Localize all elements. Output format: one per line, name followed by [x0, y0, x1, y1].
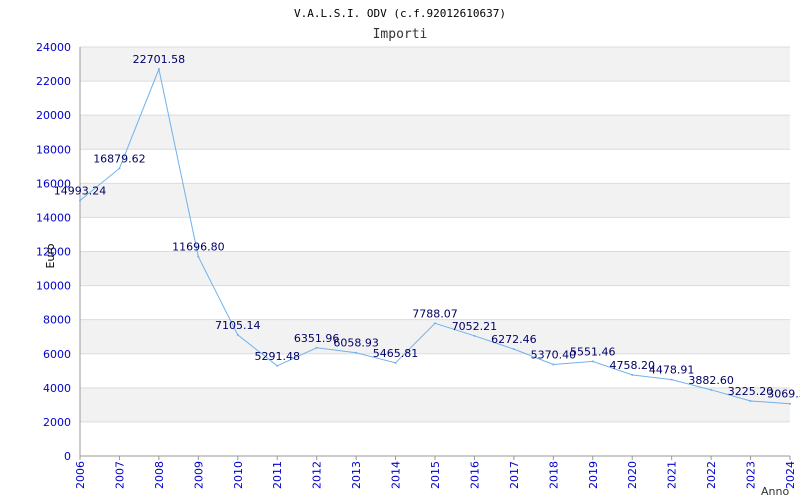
- y-tick-label: 8000: [43, 314, 71, 327]
- data-label: 14993.24: [54, 184, 107, 197]
- grid-band: [80, 251, 790, 286]
- x-tick-label: 2011: [271, 461, 284, 489]
- x-axis-ticks: 2006 2007 2008 2009 2010 2011 2012 2013 2014 2015…: [74, 456, 797, 489]
- data-point: [355, 351, 358, 354]
- x-tick-label: 2008: [153, 461, 166, 489]
- y-tick-label: 18000: [36, 143, 71, 156]
- data-label: 3882.60: [688, 374, 734, 387]
- chart-subtitle: Importi: [373, 27, 428, 42]
- data-point: [512, 348, 515, 351]
- data-label: 5370.40: [531, 348, 577, 361]
- x-tick-label: 2015: [429, 461, 442, 489]
- grid-bands: [80, 47, 790, 422]
- data-label: 6058.93: [333, 337, 379, 350]
- data-point: [591, 360, 594, 363]
- data-point: [197, 255, 200, 258]
- data-label: 3225.20: [728, 385, 774, 398]
- data-point: [315, 346, 318, 349]
- data-point: [631, 373, 634, 376]
- grid-band: [80, 115, 790, 150]
- y-tick-label: 12000: [36, 246, 71, 259]
- grid-band: [80, 387, 790, 422]
- y-tick-label: 16000: [36, 177, 71, 190]
- data-label: 4478.91: [649, 364, 695, 377]
- y-tick-label: 0: [64, 450, 71, 463]
- x-tick-label: 2012: [311, 461, 324, 489]
- x-tick-label: 2009: [192, 461, 205, 489]
- x-tick-label: 2018: [547, 461, 560, 489]
- x-tick-label: 2010: [232, 461, 245, 489]
- y-axis-label: Euro: [44, 243, 57, 268]
- x-tick-label: 2020: [626, 461, 639, 489]
- data-point: [157, 68, 160, 71]
- grid-band: [80, 319, 790, 354]
- data-point: [276, 364, 279, 367]
- data-point: [473, 334, 476, 337]
- x-tick-label: 2016: [468, 461, 481, 489]
- data-label: 11696.80: [172, 241, 225, 254]
- x-tick-label: 2021: [666, 461, 679, 489]
- data-label: 6351.96: [294, 332, 340, 345]
- data-point: [434, 322, 436, 325]
- x-tick-label: 2006: [74, 461, 87, 489]
- data-point: [394, 361, 397, 364]
- data-point: [236, 333, 239, 336]
- data-point: [79, 199, 81, 202]
- data-label: 3069.31: [767, 388, 800, 401]
- data-label: 7105.14: [215, 319, 261, 332]
- data-point: [710, 388, 713, 391]
- series-line-group: [79, 67, 791, 405]
- y-tick-label: 20000: [36, 109, 71, 122]
- data-point: [118, 167, 121, 170]
- data-label: 7788.07: [412, 307, 458, 320]
- x-tick-label: 2023: [745, 461, 758, 489]
- y-tick-label: 22000: [36, 75, 71, 88]
- x-tick-label: 2022: [705, 461, 718, 489]
- y-tick-label: 10000: [36, 280, 71, 293]
- data-label: 4758.20: [609, 359, 655, 372]
- data-label: 22701.58: [133, 53, 186, 66]
- data-labels: 14993.24 16879.62 22701.58 11696.80 7105.14 5…: [54, 53, 800, 401]
- x-tick-label: 2017: [508, 461, 521, 489]
- x-tick-label: 2007: [113, 461, 126, 489]
- y-axis-ticks: 0 2000 4000 6000 8000 10000 12000 14000 16000 180…: [36, 41, 71, 463]
- grid-band: [80, 47, 790, 82]
- data-point: [552, 363, 555, 366]
- grid-band: [80, 183, 790, 218]
- data-label: 5465.81: [373, 347, 419, 360]
- y-tick-label: 2000: [43, 416, 71, 429]
- y-tick-label: 6000: [43, 348, 71, 361]
- x-tick-label: 2014: [390, 461, 403, 489]
- data-point: [789, 402, 791, 405]
- x-tick-label: 2013: [350, 461, 363, 489]
- x-tick-label: 2019: [587, 461, 600, 489]
- data-label: 16879.62: [93, 152, 146, 165]
- y-tick-label: 24000: [36, 41, 71, 54]
- data-label: 5551.46: [570, 345, 616, 358]
- x-axis-label: Anno: [761, 485, 789, 498]
- data-point: [749, 400, 752, 403]
- data-label: 7052.21: [452, 320, 498, 333]
- data-point: [670, 378, 673, 381]
- data-label: 6272.46: [491, 333, 537, 346]
- data-label: 5291.48: [254, 350, 300, 363]
- x-tick-label: 2024: [784, 461, 797, 489]
- y-tick-label: 4000: [43, 382, 71, 395]
- y-tick-label: 14000: [36, 211, 71, 224]
- chart-title: V.A.L.S.I. ODV (c.f.92012610637): [294, 7, 506, 20]
